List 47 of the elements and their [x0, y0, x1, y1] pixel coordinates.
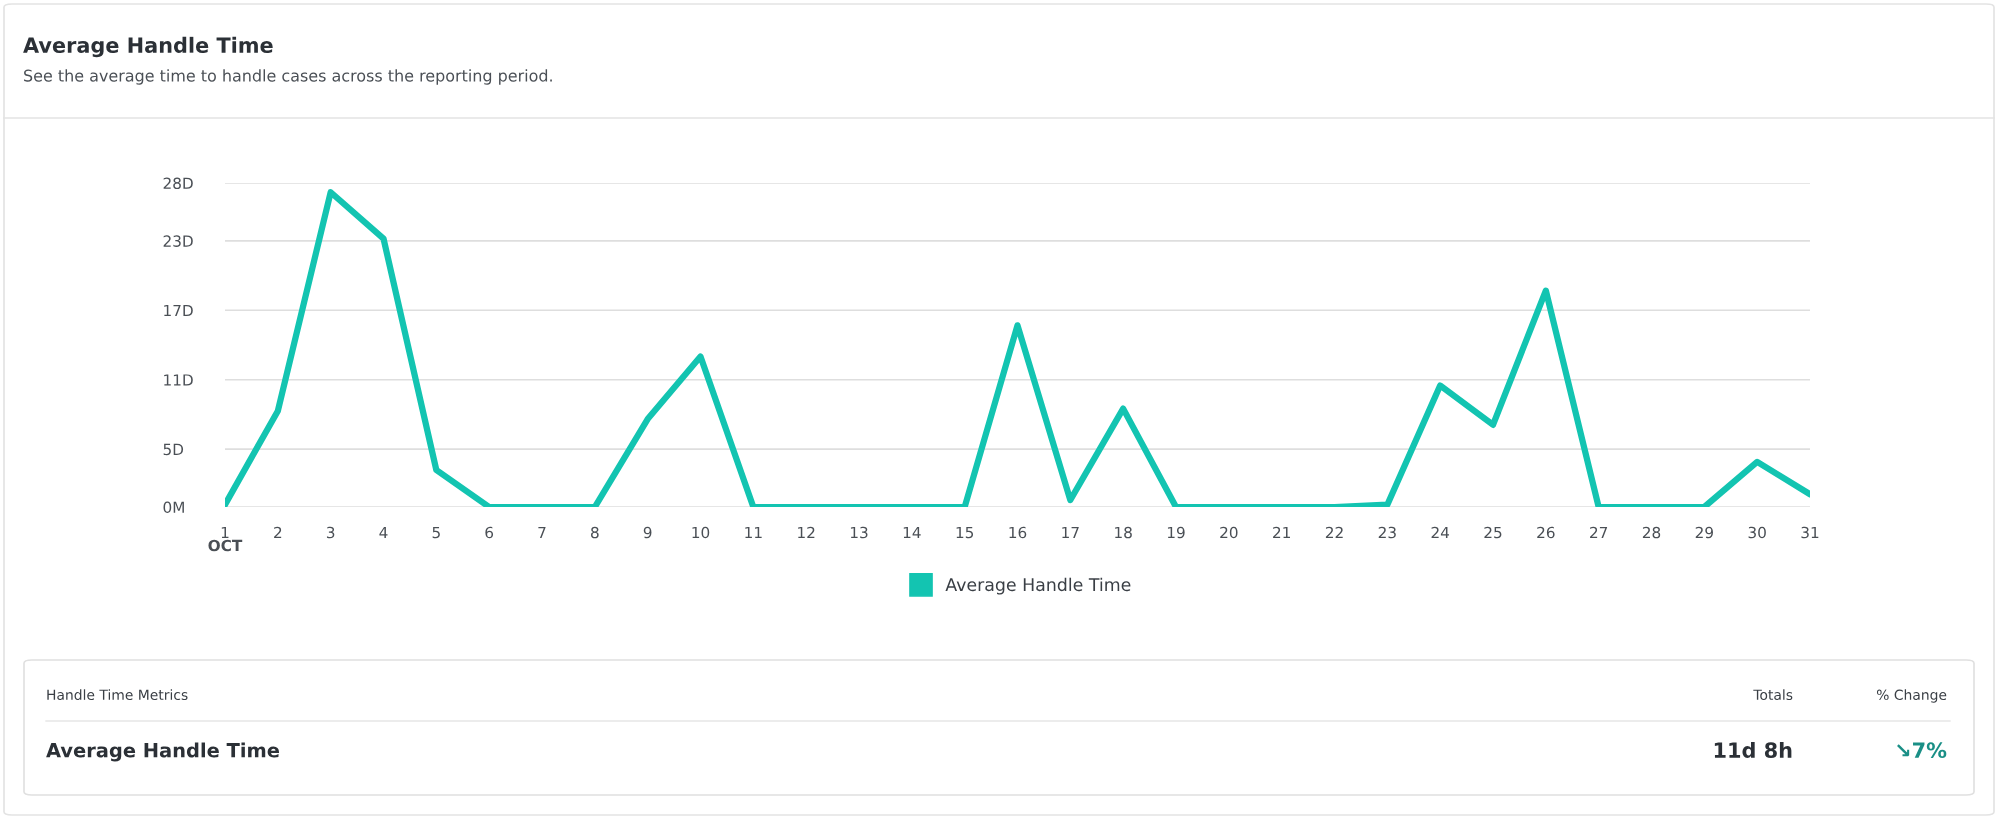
legend-label: Average Handle Time	[945, 577, 1131, 595]
x-tick-label: 27	[1590, 526, 1608, 539]
x-axis-title: OCT	[208, 539, 243, 552]
x-tick-label: 26	[1537, 526, 1555, 539]
x-tick-label: 7	[538, 526, 546, 539]
y-tick-label: 5D	[163, 443, 184, 456]
x-tick-label: 16	[1009, 526, 1027, 539]
x-tick-label: 23	[1378, 526, 1396, 539]
text: % Change	[1876, 689, 1947, 703]
x-tick-label: 30	[1748, 526, 1766, 539]
x-tick-label: 17	[1062, 526, 1079, 539]
text: Totals	[1753, 689, 1793, 701]
x-tick-label: 15	[956, 526, 974, 539]
text: Handle Time Metrics	[47, 689, 188, 701]
x-tick-label: 5	[432, 526, 440, 539]
x-tick-label: 14	[903, 526, 921, 539]
x-tick-label: 9	[643, 526, 652, 539]
x-tick-label: 2	[274, 526, 282, 539]
x-tick-label: 12	[798, 526, 815, 539]
x-tick-label: 8	[591, 526, 599, 539]
chart-title: Average Handle Time	[23, 36, 273, 58]
y-tick-label: 0M	[163, 501, 184, 514]
x-tick-label: 1	[221, 526, 229, 539]
x-tick-label: 18	[1115, 526, 1132, 539]
x-tick-label: 20	[1220, 526, 1238, 539]
x-tick-label: 29	[1695, 526, 1713, 539]
x-tick-label: 13	[850, 526, 868, 539]
x-tick-label: 10	[692, 526, 710, 539]
x-tick-label: 21	[1273, 526, 1290, 539]
x-tick-label: 24	[1431, 526, 1450, 539]
text: 11d 8h	[1714, 741, 1792, 759]
x-tick-label: 28	[1642, 526, 1661, 539]
x-tick-label: 6	[485, 526, 494, 539]
x-tick-label: 19	[1167, 526, 1185, 539]
y-tick-label: 17D	[164, 304, 193, 317]
y-tick-label: 28D	[163, 177, 193, 190]
y-tick-label: 23D	[163, 235, 193, 247]
text: Average Handle Time	[46, 742, 280, 762]
x-tick-label: 3	[326, 526, 335, 539]
x-tick-label: 22	[1325, 526, 1343, 539]
x-tick-label: 4	[379, 526, 388, 539]
chart-subtitle: See the average time to handle cases across the reporting period.	[24, 69, 552, 85]
y-tick-label: 11D	[164, 374, 193, 386]
x-tick-label: 31	[1801, 526, 1819, 539]
x-tick-label: 25	[1484, 526, 1502, 539]
text: ↘7%	[1897, 742, 1947, 759]
x-tick-label: 11	[745, 526, 762, 539]
